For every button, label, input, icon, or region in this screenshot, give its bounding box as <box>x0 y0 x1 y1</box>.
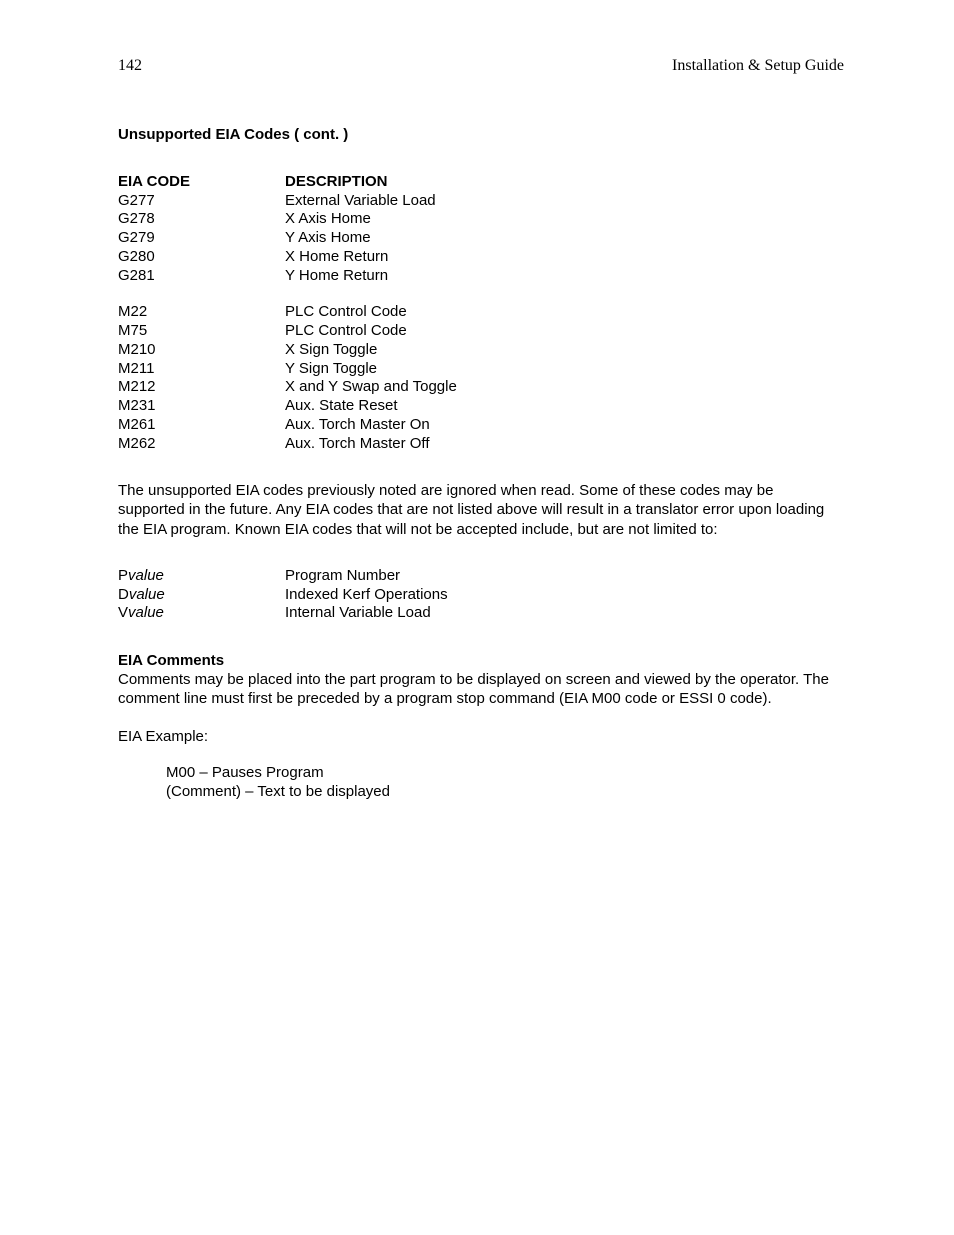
page-header: 142 Installation & Setup Guide <box>118 56 844 76</box>
desc-cell: Aux. State Reset <box>285 397 844 416</box>
code-cell: Pvalue <box>118 567 285 586</box>
value-code-group: Pvalue Program Number Dvalue Indexed Ker… <box>118 567 844 623</box>
table-row: M22 PLC Control Code <box>118 303 844 322</box>
code-cell: Vvalue <box>118 604 285 623</box>
code-cell: M22 <box>118 303 285 322</box>
example-label: EIA Example: <box>118 727 844 746</box>
code-suffix: value <box>128 604 164 621</box>
header-description: DESCRIPTION <box>285 173 844 192</box>
page-number: 142 <box>118 56 142 76</box>
section-title: Unsupported EIA Codes ( cont. ) <box>118 126 844 145</box>
desc-cell: Y Home Return <box>285 267 844 286</box>
table-row: G279 Y Axis Home <box>118 229 844 248</box>
desc-cell: External Variable Load <box>285 192 844 211</box>
g-code-group: G277 External Variable Load G278 X Axis … <box>118 192 844 286</box>
desc-cell: Internal Variable Load <box>285 604 844 623</box>
code-prefix: P <box>118 567 128 584</box>
table-row: Vvalue Internal Variable Load <box>118 604 844 623</box>
table-row: M261 Aux. Torch Master On <box>118 416 844 435</box>
code-cell: M231 <box>118 397 285 416</box>
desc-cell: Aux. Torch Master On <box>285 416 844 435</box>
code-prefix: D <box>118 586 129 603</box>
spacer <box>118 285 844 303</box>
table-row: M212 X and Y Swap and Toggle <box>118 378 844 397</box>
code-suffix: value <box>128 567 164 584</box>
code-table-header: EIA CODE DESCRIPTION <box>118 173 844 192</box>
code-cell: M211 <box>118 360 285 379</box>
code-cell: M210 <box>118 341 285 360</box>
example-line: (Comment) – Text to be displayed <box>166 783 844 802</box>
code-cell: G277 <box>118 192 285 211</box>
comments-section: EIA Comments Comments may be placed into… <box>118 651 844 709</box>
desc-cell: PLC Control Code <box>285 322 844 341</box>
code-cell: G278 <box>118 210 285 229</box>
comments-heading: EIA Comments <box>118 651 844 670</box>
table-row: M211 Y Sign Toggle <box>118 360 844 379</box>
desc-cell: PLC Control Code <box>285 303 844 322</box>
table-row: G280 X Home Return <box>118 248 844 267</box>
table-row: G281 Y Home Return <box>118 267 844 286</box>
desc-cell: X Sign Toggle <box>285 341 844 360</box>
header-code: EIA CODE <box>118 173 285 192</box>
table-row: M231 Aux. State Reset <box>118 397 844 416</box>
desc-cell: Y Axis Home <box>285 229 844 248</box>
table-row: Pvalue Program Number <box>118 567 844 586</box>
code-cell: M212 <box>118 378 285 397</box>
desc-cell: Program Number <box>285 567 844 586</box>
example-line: M00 – Pauses Program <box>166 764 844 783</box>
example-block: M00 – Pauses Program (Comment) – Text to… <box>166 764 844 802</box>
code-cell: G280 <box>118 248 285 267</box>
table-row: Dvalue Indexed Kerf Operations <box>118 586 844 605</box>
code-cell: Dvalue <box>118 586 285 605</box>
desc-cell: X Axis Home <box>285 210 844 229</box>
desc-cell: Indexed Kerf Operations <box>285 586 844 605</box>
code-cell: M75 <box>118 322 285 341</box>
code-cell: M262 <box>118 435 285 454</box>
table-row: G278 X Axis Home <box>118 210 844 229</box>
code-cell: G281 <box>118 267 285 286</box>
code-cell: M261 <box>118 416 285 435</box>
table-row: M262 Aux. Torch Master Off <box>118 435 844 454</box>
m-code-group: M22 PLC Control Code M75 PLC Control Cod… <box>118 303 844 453</box>
desc-cell: Aux. Torch Master Off <box>285 435 844 454</box>
document-title: Installation & Setup Guide <box>672 56 844 76</box>
desc-cell: X and Y Swap and Toggle <box>285 378 844 397</box>
comments-text: Comments may be placed into the part pro… <box>118 670 844 708</box>
table-row: G277 External Variable Load <box>118 192 844 211</box>
code-prefix: V <box>118 604 128 621</box>
desc-cell: X Home Return <box>285 248 844 267</box>
table-row: M75 PLC Control Code <box>118 322 844 341</box>
desc-cell: Y Sign Toggle <box>285 360 844 379</box>
document-page: 142 Installation & Setup Guide Unsupport… <box>0 0 954 1235</box>
body-paragraph: The unsupported EIA codes previously not… <box>118 481 844 539</box>
code-cell: G279 <box>118 229 285 248</box>
table-row: M210 X Sign Toggle <box>118 341 844 360</box>
code-suffix: value <box>129 586 165 603</box>
